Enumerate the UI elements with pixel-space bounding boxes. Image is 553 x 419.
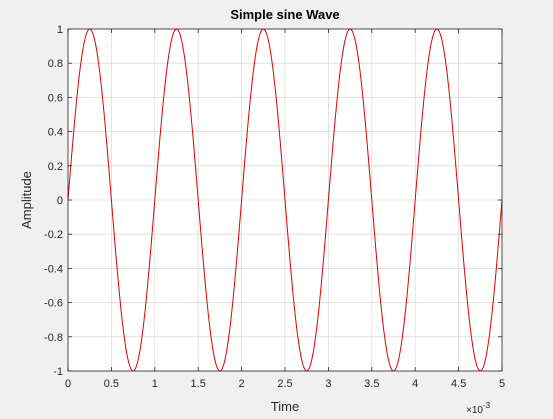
y-tick-label: -0.8 <box>44 332 63 344</box>
x-exponent-prefix: ×10 <box>466 405 483 416</box>
y-tick-label: -1 <box>53 366 63 378</box>
x-tick-label: 3 <box>325 378 331 390</box>
y-axis-label: Amplitude <box>19 171 34 229</box>
y-tick-label: 1 <box>57 24 63 36</box>
sine-series-line <box>67 28 503 372</box>
x-tick-label: 2.5 <box>277 378 292 390</box>
y-tick-label: -0.6 <box>44 298 63 310</box>
x-tick-label: 0.5 <box>104 378 119 390</box>
x-tick-label: 2 <box>239 378 245 390</box>
y-tick-label: 0 <box>57 195 63 207</box>
x-tick-label: 3.5 <box>364 378 379 390</box>
y-tick-label: 0.2 <box>48 161 63 173</box>
y-tick-label: 0.8 <box>48 58 63 70</box>
x-tick-label: 1.5 <box>191 378 206 390</box>
chart-title: Simple sine Wave <box>230 7 339 22</box>
x-axis-label: Time <box>271 399 299 414</box>
x-tick-labels: 0 0.5 1 1.5 2 2.5 3 3.5 4 4.5 5 <box>65 378 505 390</box>
y-tick-label: 0.4 <box>48 127 63 139</box>
x-tick-label: 0 <box>65 378 71 390</box>
y-tick-label: 0.6 <box>48 92 63 104</box>
x-tick-label: 5 <box>499 378 505 390</box>
x-exponent-power: -3 <box>483 401 491 410</box>
y-tick-label: -0.4 <box>44 263 63 275</box>
tick-marks <box>67 28 503 372</box>
x-tick-label: 1 <box>152 378 158 390</box>
x-tick-label: 4 <box>412 378 418 390</box>
x-exponent-label: ×10-3 <box>466 401 491 416</box>
x-tick-label: 4.5 <box>451 378 466 390</box>
y-tick-labels: -1 -0.8 -0.6 -0.4 -0.2 0 0.2 0.4 0.6 0.8 1 <box>44 24 63 378</box>
y-tick-label: -0.2 <box>44 229 63 241</box>
